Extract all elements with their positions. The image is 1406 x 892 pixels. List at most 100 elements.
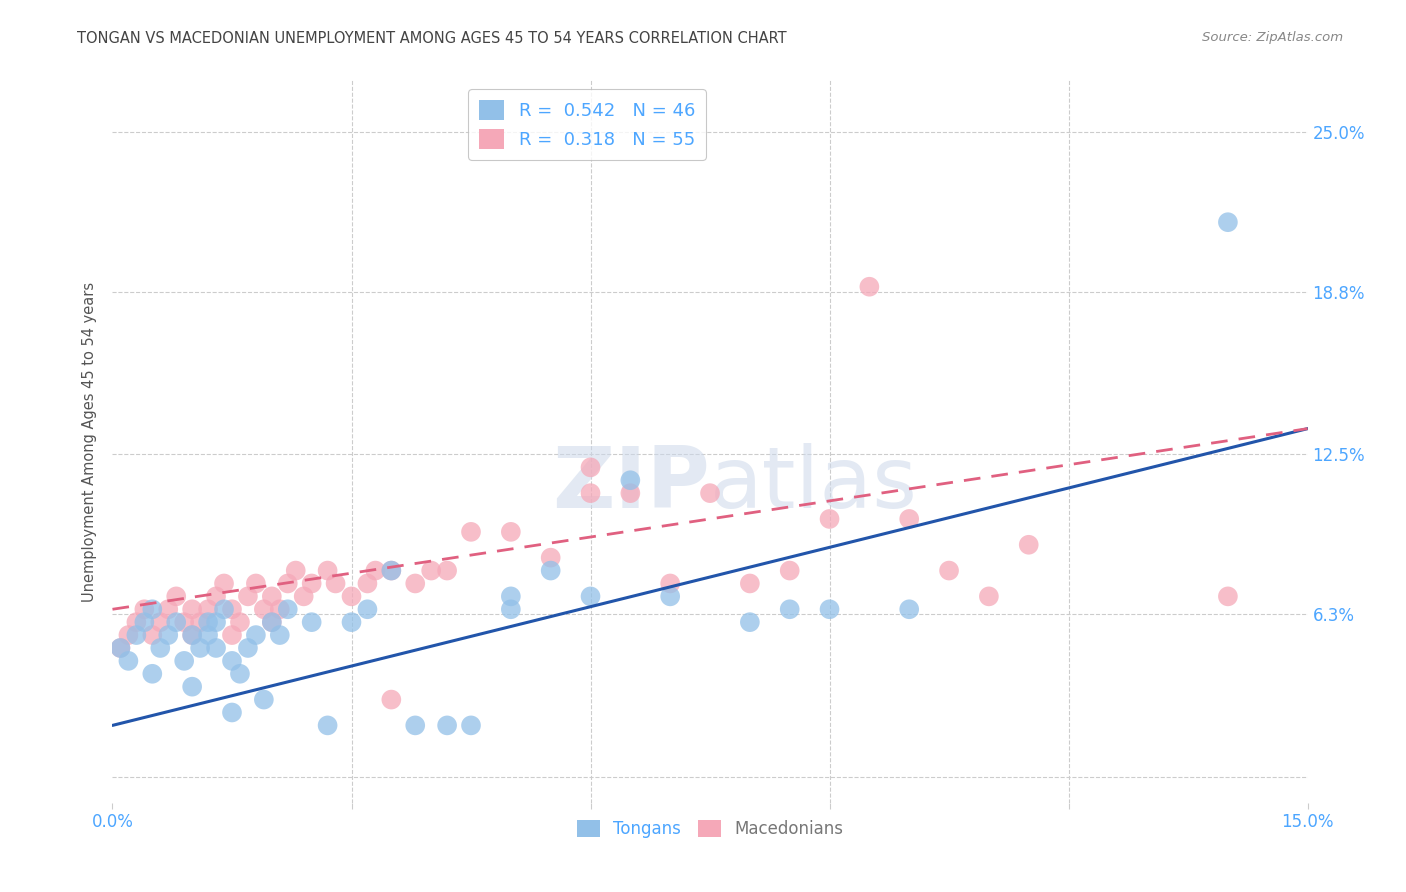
Point [205,640,228,655]
Point [436,718,458,732]
Point [898,602,921,616]
Point [181,680,204,694]
Point [404,718,426,732]
Point [141,628,163,642]
Point [260,615,283,630]
Point [404,576,426,591]
Point [659,590,682,604]
Point [181,602,204,616]
Point [340,615,363,630]
Point [316,564,339,578]
Point [205,615,228,630]
Legend: Tongans, Macedonians: Tongans, Macedonians [569,814,851,845]
Point [125,615,148,630]
Point [221,602,243,616]
Point [579,460,602,475]
Point [253,602,276,616]
Point [818,512,841,526]
Point [165,590,187,604]
Point [659,576,682,591]
Point [284,564,307,578]
Point [110,640,132,655]
Point [236,590,259,604]
Point [245,628,267,642]
Point [938,564,960,578]
Point [738,576,761,591]
Point [380,564,402,578]
Point [436,564,458,578]
Point [1018,538,1040,552]
Point [229,615,252,630]
Point [134,602,156,616]
Point [619,473,641,487]
Point [221,654,243,668]
Point [380,692,402,706]
Point [260,615,283,630]
Text: atlas: atlas [710,443,918,526]
Point [540,564,562,578]
Point [1216,590,1239,604]
Point [540,550,562,565]
Point [134,615,156,630]
Point [301,615,323,630]
Point [188,640,211,655]
Point [460,718,482,732]
Text: ZIP: ZIP [553,443,710,526]
Point [141,666,163,681]
Point [181,628,204,642]
Point [340,590,363,604]
Point [197,602,219,616]
Point [579,486,602,500]
Point [260,590,283,604]
Point [356,576,378,591]
Point [205,590,228,604]
Point [364,564,387,578]
Point [212,576,235,591]
Point [173,654,195,668]
Point [420,564,443,578]
Point [292,590,315,604]
Point [125,628,148,642]
Point [173,615,195,630]
Point [197,615,219,630]
Text: Source: ZipAtlas.com: Source: ZipAtlas.com [1202,31,1343,45]
Point [779,564,801,578]
Point [380,564,402,578]
Point [157,602,180,616]
Point [579,590,602,604]
Point [181,628,204,642]
Point [149,640,172,655]
Point [460,524,482,539]
Point [898,512,921,526]
Point [269,628,291,642]
Point [738,615,761,630]
Point [325,576,347,591]
Point [245,576,267,591]
Point [779,602,801,616]
Point [499,590,522,604]
Point [221,628,243,642]
Point [157,628,180,642]
Point [977,590,1000,604]
Point [188,615,211,630]
Point [499,524,522,539]
Point [269,602,291,616]
Point [141,602,163,616]
Point [117,654,139,668]
Y-axis label: Unemployment Among Ages 45 to 54 years: Unemployment Among Ages 45 to 54 years [82,282,97,601]
Point [229,666,252,681]
Point [699,486,721,500]
Point [117,628,139,642]
Text: TONGAN VS MACEDONIAN UNEMPLOYMENT AMONG AGES 45 TO 54 YEARS CORRELATION CHART: TONGAN VS MACEDONIAN UNEMPLOYMENT AMONG … [77,31,787,46]
Point [212,602,235,616]
Point [236,640,259,655]
Point [197,628,219,642]
Point [818,602,841,616]
Point [165,615,187,630]
Point [253,692,276,706]
Point [619,486,641,500]
Point [499,602,522,616]
Point [149,615,172,630]
Point [356,602,378,616]
Point [858,279,880,293]
